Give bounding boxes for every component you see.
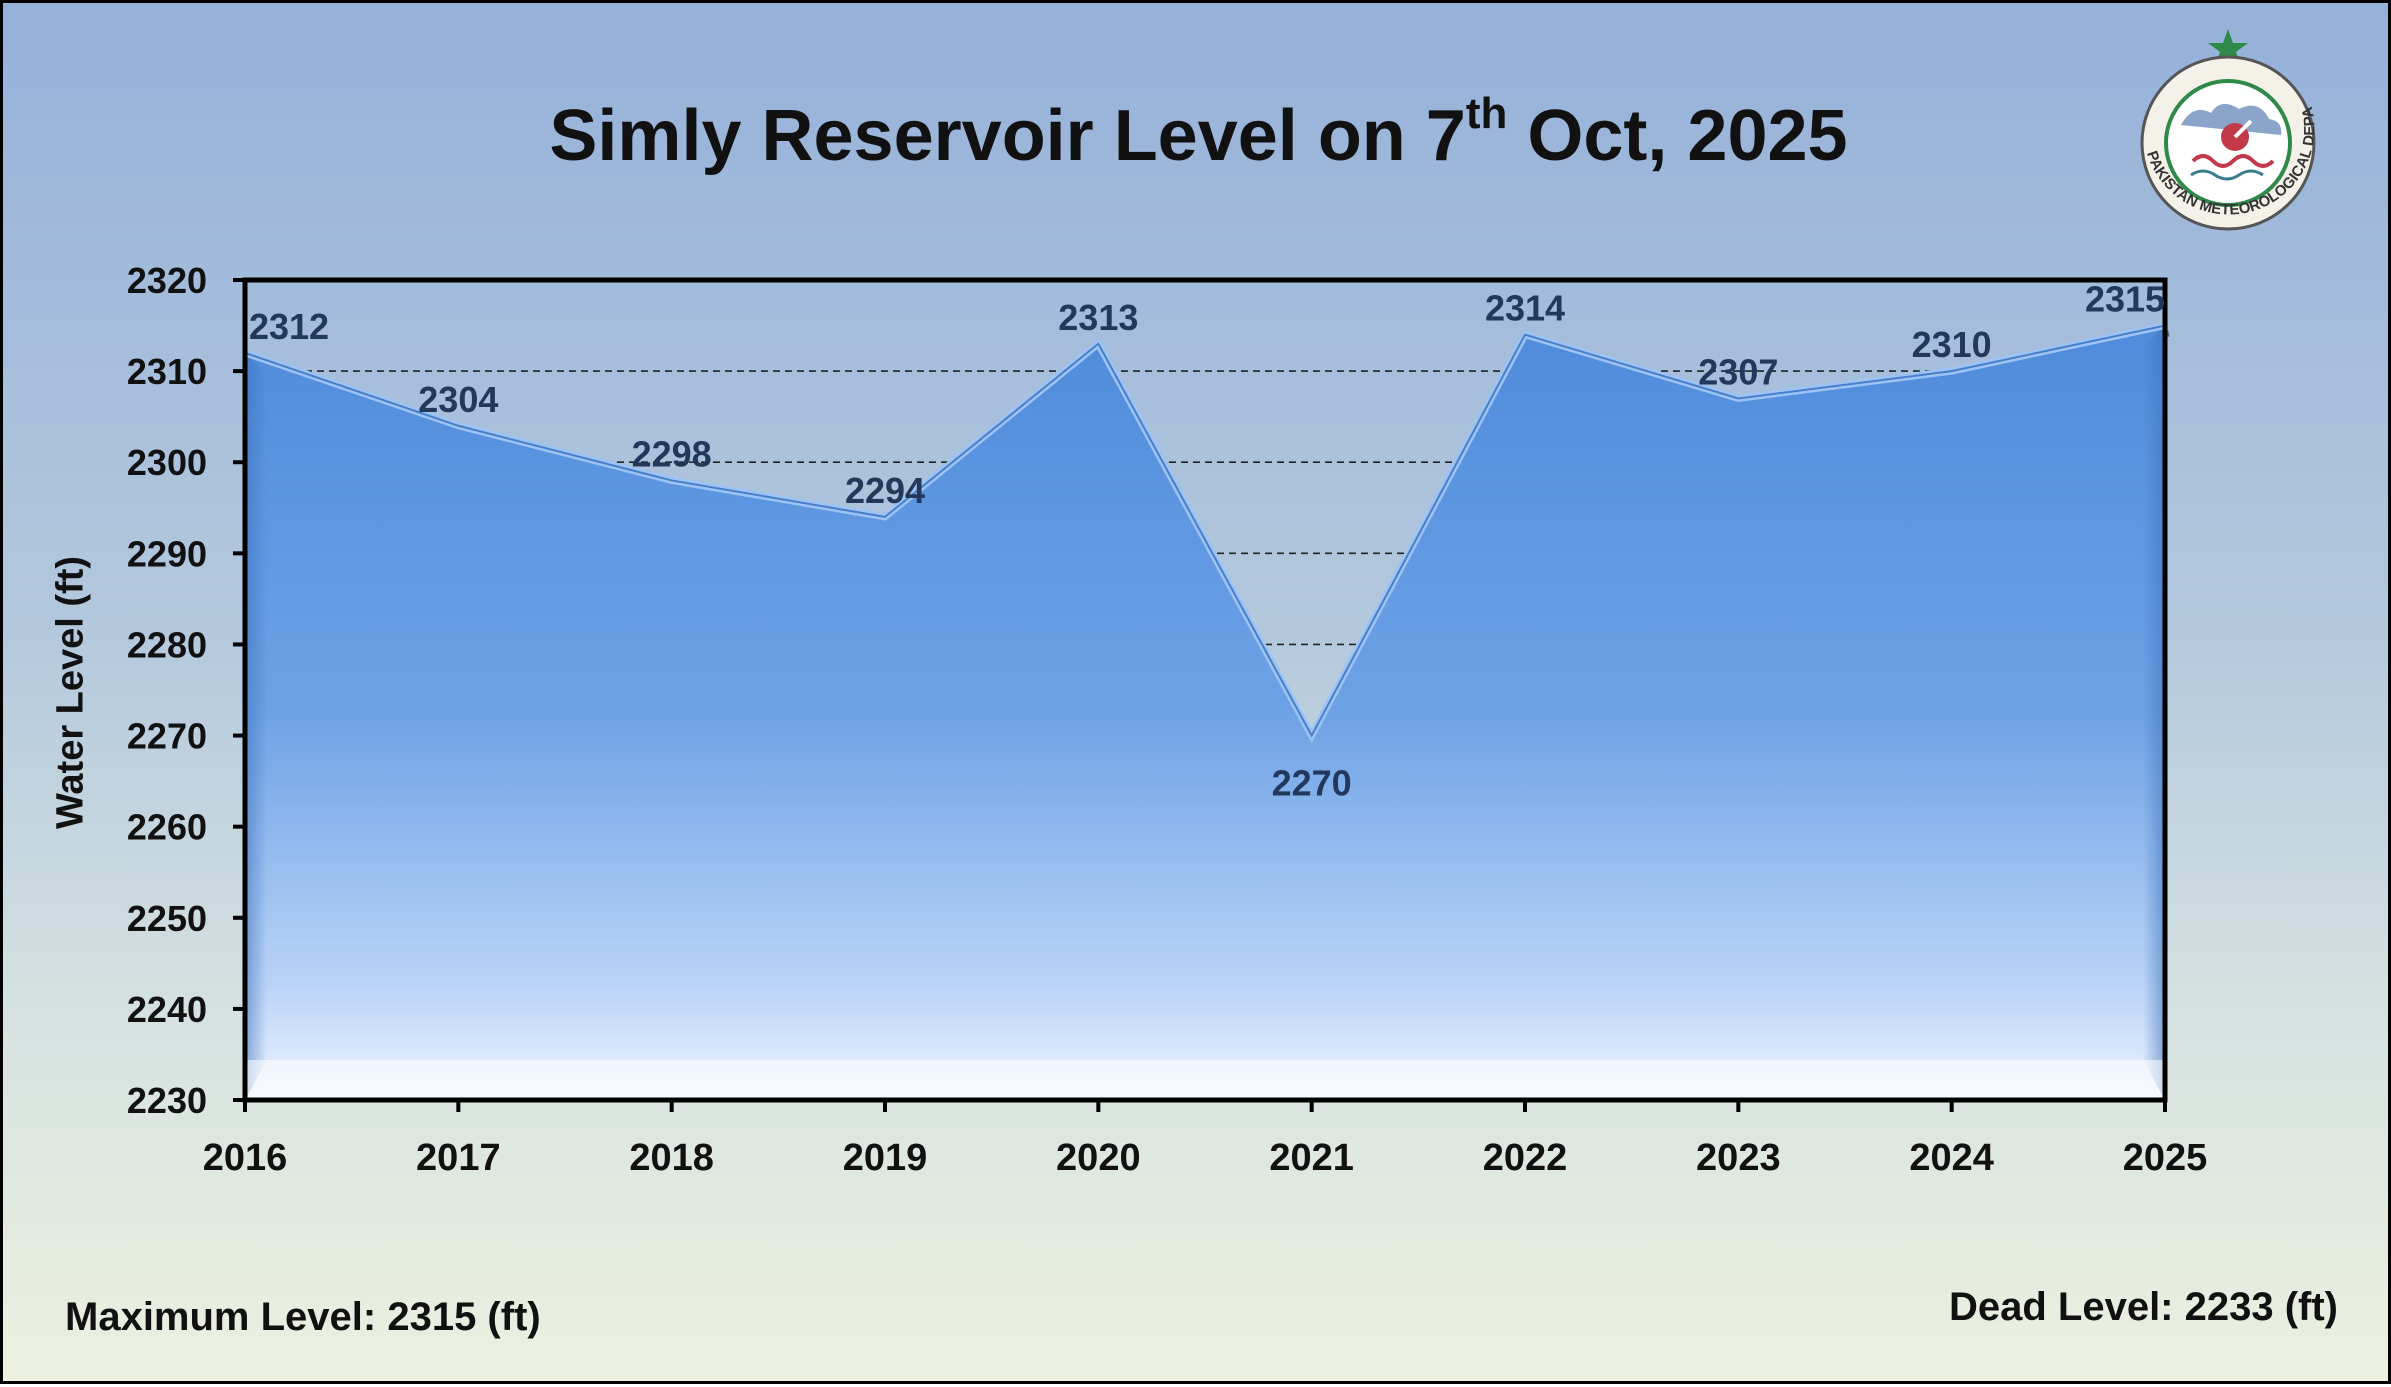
- area-top-line: [244, 324, 2166, 738]
- x-tick-label: 2016: [203, 1137, 288, 1179]
- area-series: [243, 322, 2170, 1100]
- data-labels: 2312 2304 2298 2294 2313 2270 2314 2307 2310 2315: [249, 279, 2165, 804]
- area-chart: 2230 2240 2250 2260 2270 2280 2290 2300 2310 2320…: [127, 260, 2208, 1179]
- maximum-level-text: Maximum Level: 2315 (ft): [65, 1295, 541, 1339]
- area-bevel-left: [245, 352, 267, 1100]
- y-axis-label: Water Level (ft): [49, 555, 92, 830]
- y-axis-ticks: 2230 2240 2250 2260 2270 2280 2290 2300 2310 2320: [127, 260, 245, 1121]
- pmd-emblem-icon: PAKISTAN METEOROLOGICAL DEPARTMENT: [2123, 25, 2319, 231]
- x-tick-label: 2025: [2123, 1137, 2208, 1179]
- x-tick-label: 2020: [1056, 1137, 1141, 1179]
- x-tick-label: 2017: [416, 1137, 501, 1179]
- plot-border: [242, 277, 2168, 1103]
- x-axis-ticks: 2016 2017 2018 2019 2020 2021 2022 2023 2024 2025: [203, 1100, 2208, 1179]
- y-tick-label: 2230: [127, 1080, 207, 1121]
- data-label: 2312: [249, 306, 329, 347]
- x-tick-label: 2024: [1909, 1137, 1994, 1179]
- data-label: 2298: [632, 433, 712, 474]
- y-tick-label: 2240: [127, 989, 207, 1030]
- y-tick-label: 2310: [127, 351, 207, 392]
- y-tick-label: 2290: [127, 533, 207, 574]
- x-tick-label: 2022: [1483, 1137, 1568, 1179]
- data-label: 2314: [1485, 288, 1565, 329]
- y-tick-label: 2300: [127, 442, 207, 483]
- data-label: 2315: [2085, 279, 2165, 320]
- area-bevel-bottom: [245, 1060, 2165, 1100]
- data-label: 2313: [1058, 297, 1138, 338]
- x-tick-label: 2018: [629, 1137, 714, 1179]
- y-tick-label: 2250: [127, 898, 207, 939]
- y-tick-label: 2270: [127, 716, 207, 757]
- x-tick-label: 2023: [1696, 1137, 1781, 1179]
- data-label: 2270: [1272, 763, 1352, 804]
- area-fill: [245, 325, 2165, 1100]
- dead-level-text: Dead Level: 2233 (ft): [1948, 1285, 2338, 1329]
- x-tick-label: 2021: [1269, 1137, 1354, 1179]
- area-bevel-right: [2143, 325, 2165, 1100]
- y-tick-label: 2320: [127, 260, 207, 301]
- data-label: 2294: [845, 470, 925, 511]
- y-tick-label: 2260: [127, 807, 207, 848]
- chart-title: Simly Reservoir Level on 7th Oct, 2025: [549, 89, 1848, 176]
- y-tick-label: 2280: [127, 624, 207, 665]
- data-label: 2310: [1912, 324, 1992, 365]
- data-label: 2304: [418, 379, 498, 420]
- data-label: 2307: [1698, 351, 1778, 392]
- x-tick-label: 2019: [843, 1137, 928, 1179]
